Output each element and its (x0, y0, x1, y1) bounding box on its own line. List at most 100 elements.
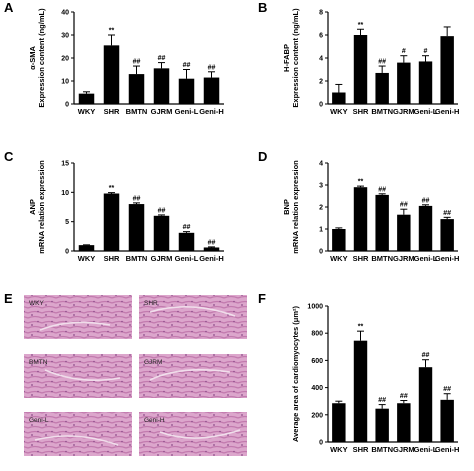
histology-label-shr: SHR (144, 300, 158, 307)
y-axis-label: mRNA relation expression (37, 160, 46, 254)
bar-geni-l (178, 232, 195, 251)
significance-marker: ## (158, 55, 166, 62)
significance-marker: ## (378, 397, 386, 404)
bar-bmtn (375, 72, 389, 104)
significance-marker: ** (109, 185, 115, 192)
bar-wky (78, 93, 95, 104)
y-tick-label: 10 (61, 79, 69, 86)
significance-marker: ## (443, 386, 451, 393)
y-axis-label: mRNA relation expression (291, 160, 300, 254)
x-category-label: Geni-H (199, 254, 224, 263)
y-tick-label: 4 (319, 161, 323, 168)
significance-marker: ## (378, 59, 386, 66)
bar-geni-h (203, 247, 220, 251)
significance-marker: ## (422, 352, 430, 359)
y-axis-label: ANP (28, 199, 37, 215)
histology-panel-e: WKY SHR BMTN GJRM Geni-L Geni-H (24, 295, 247, 456)
x-category-label: SHR (353, 107, 369, 116)
x-category-label: SHR (104, 107, 120, 116)
y-axis-label: Expression content (ng/mL) (37, 8, 46, 108)
bar-bmtn (375, 408, 389, 442)
histology-image-bmtn (24, 354, 132, 398)
x-category-label: GJRM (393, 445, 415, 454)
significance-marker: ## (133, 59, 141, 66)
significance-marker: ## (183, 224, 191, 231)
bar-gjrm (153, 68, 170, 104)
significance-marker: # (424, 48, 428, 55)
x-category-label: BMTN (126, 107, 148, 116)
x-category-label: Geni-H (435, 107, 460, 116)
x-category-label: Geni-L (414, 107, 438, 116)
x-category-label: BMTN (371, 254, 393, 263)
y-tick-label: 2 (319, 79, 323, 86)
bar-geni-l (178, 78, 195, 104)
bar-geni-h (440, 399, 454, 442)
significance-marker: ** (358, 22, 364, 29)
x-category-label: SHR (353, 445, 369, 454)
bar-gjrm (153, 215, 170, 251)
chart-panel-a: 0 10 20 30 40 α-SMA Expression content (ng/mL)… (28, 8, 224, 116)
histology-image-gjrm (139, 354, 247, 398)
y-tick-label: 8 (319, 10, 323, 17)
y-tick-label: 40 (61, 10, 69, 17)
x-category-label: WKY (330, 254, 348, 263)
bar-shr (353, 340, 368, 442)
y-tick-label: 30 (61, 33, 69, 40)
chart-panel-f: 0 200 400 600 800 1000 Average area of cardiom… (291, 304, 459, 455)
bar-bmtn (375, 194, 389, 251)
y-tick-label: 600 (311, 358, 323, 365)
y-tick-label: 0 (319, 249, 323, 256)
bar-shr (103, 45, 120, 104)
panel-letter-e: E (4, 291, 13, 306)
chart-panel-b: 0 2 4 6 8 H-FABP Expression content (ng/mL) WKY… (282, 8, 459, 116)
histology-label-wky: WKY (29, 300, 44, 307)
bar-geni-h (440, 219, 454, 251)
x-category-label: GJRM (393, 107, 415, 116)
bar-gjrm (397, 403, 411, 442)
bar-shr (103, 193, 120, 251)
y-tick-label: 0 (319, 102, 323, 109)
x-category-label: WKY (330, 107, 348, 116)
x-category-label: GJRM (151, 107, 173, 116)
panel-letter-b: B (258, 0, 267, 15)
x-category-label: Geni-L (175, 107, 199, 116)
y-axis-label: α-SMA (28, 46, 37, 70)
x-category-label: Geni-L (175, 254, 199, 263)
y-tick-label: 10 (61, 190, 69, 197)
y-tick-label: 400 (311, 385, 323, 392)
significance-marker: ## (133, 195, 141, 202)
bar-geni-l (418, 367, 433, 442)
bar-gjrm (397, 214, 411, 251)
significance-marker: ## (158, 207, 166, 214)
panel-letter-d: D (258, 149, 267, 164)
panel-letter-a: A (4, 0, 14, 15)
y-tick-label: 3 (319, 183, 323, 190)
chart-panel-d: 0 1 2 3 4 BNP mRNA relation expression WKY ** SHR… (282, 160, 459, 263)
bar-bmtn (128, 74, 145, 104)
bar-wky (78, 245, 95, 251)
panel-letter-f: F (258, 291, 266, 306)
bar-bmtn (128, 204, 145, 251)
histology-streaks (34, 306, 241, 446)
y-tick-label: 0 (65, 102, 69, 109)
histology-label-geni-l: Geni-L (29, 417, 49, 424)
x-category-label: BMTN (371, 445, 393, 454)
y-tick-label: 800 (311, 331, 323, 338)
bar-wky (332, 229, 346, 251)
x-category-label: BMTN (126, 254, 148, 263)
significance-marker: ## (400, 393, 408, 400)
y-tick-label: 20 (61, 56, 69, 63)
bar-shr (353, 187, 368, 251)
x-category-label: WKY (78, 254, 96, 263)
y-tick-label: 200 (311, 412, 323, 419)
bar-shr (353, 35, 368, 104)
x-category-label: Geni-H (435, 445, 460, 454)
x-category-label: WKY (330, 445, 348, 454)
histology-image-shr (139, 295, 247, 339)
y-tick-label: 5 (65, 219, 69, 226)
x-category-label: Geni-H (199, 107, 224, 116)
x-category-label: Geni-L (414, 445, 438, 454)
panel-letter-c: C (4, 149, 14, 164)
y-tick-label: 0 (65, 249, 69, 256)
